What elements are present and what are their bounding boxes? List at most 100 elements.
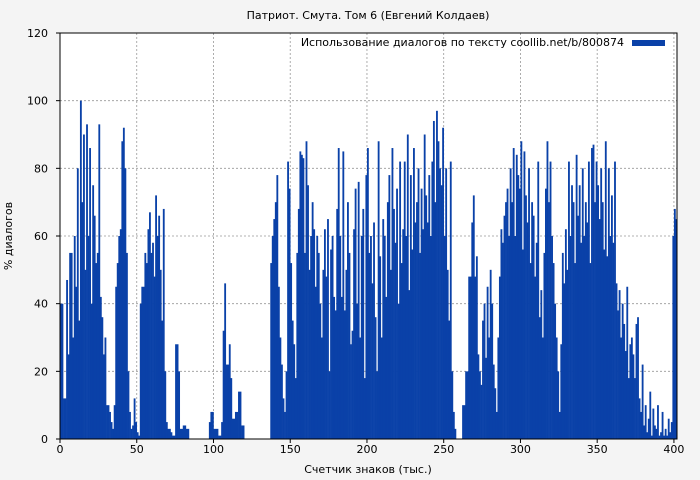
data-bar — [425, 195, 428, 439]
data-bar — [670, 422, 673, 439]
data-bar — [75, 286, 78, 439]
data-bar — [452, 411, 455, 439]
legend-swatch — [632, 40, 665, 46]
data-bar — [347, 202, 349, 439]
data-bar — [162, 208, 165, 439]
data-bar — [546, 141, 549, 439]
data-bar — [389, 269, 392, 439]
data-bar — [627, 378, 630, 439]
data-bar — [290, 263, 293, 439]
data-bar — [448, 320, 451, 439]
data-bar — [348, 252, 351, 439]
data-bar — [402, 229, 405, 439]
data-bar — [512, 148, 515, 440]
data-bar — [626, 286, 629, 439]
data-bar — [525, 195, 527, 439]
data-bar — [612, 242, 615, 439]
data-bar — [442, 127, 445, 439]
data-bar — [445, 168, 448, 440]
data-bar — [531, 202, 534, 439]
data-bar — [366, 148, 369, 440]
data-bar — [615, 283, 618, 439]
x-tick-label: 250 — [433, 443, 454, 456]
data-bar — [416, 202, 418, 439]
data-bar — [377, 141, 380, 439]
data-bar — [649, 391, 652, 439]
data-bar — [561, 252, 564, 439]
data-bar — [109, 411, 111, 439]
data-bar — [420, 188, 423, 439]
data-bar — [351, 330, 354, 439]
data-bar — [314, 286, 317, 439]
data-bar — [90, 303, 93, 439]
data-bar — [675, 219, 678, 439]
data-bar — [563, 283, 566, 439]
data-bar — [482, 320, 484, 439]
data-bar — [620, 337, 623, 439]
data-bar — [124, 168, 127, 440]
data-bar — [641, 364, 644, 439]
data-bar — [76, 168, 79, 440]
data-bar — [598, 219, 601, 439]
data-bar — [509, 168, 512, 440]
data-bar — [67, 354, 70, 439]
x-tick-label: 50 — [130, 443, 144, 456]
data-bar — [328, 371, 331, 439]
data-bar — [428, 175, 431, 439]
data-bar — [423, 134, 426, 439]
data-bar — [313, 229, 316, 439]
data-bar — [179, 428, 184, 439]
data-bar — [543, 252, 546, 439]
chart-title: Патриот. Смута. Том 6 (Евгений Колдаев) — [247, 9, 490, 22]
data-bar — [370, 236, 372, 439]
y-tick-label: 120 — [27, 27, 48, 40]
data-bar — [486, 286, 489, 439]
data-bar — [523, 151, 526, 439]
data-bar — [408, 290, 411, 439]
data-bar — [296, 252, 299, 439]
data-bar — [282, 398, 285, 439]
data-bar — [285, 371, 288, 439]
data-bar — [327, 219, 329, 439]
tick-labels: 0 50 100 150 200 250 300 350 400 0 20 40 60 80 100 120 — [27, 27, 684, 456]
x-tick-label: 300 — [510, 443, 531, 456]
legend-label: Использование диалогов по тексту coollib… — [301, 36, 624, 49]
data-bar — [307, 185, 309, 439]
data-bar — [325, 276, 328, 439]
data-bar — [521, 249, 524, 439]
data-bar — [624, 351, 627, 439]
data-bar — [532, 215, 535, 439]
data-bar — [595, 161, 598, 440]
data-bar — [371, 283, 374, 439]
y-tick-label: 80 — [34, 162, 48, 175]
data-bar — [156, 236, 159, 439]
data-bar — [571, 185, 573, 439]
data-bar — [149, 212, 151, 439]
data-bar — [529, 263, 532, 439]
data-bar — [664, 428, 667, 439]
data-bar — [360, 236, 363, 439]
y-tick-label: 60 — [34, 230, 48, 243]
data-bar — [340, 296, 343, 439]
data-bar — [122, 127, 125, 439]
data-bar — [228, 344, 231, 439]
data-bar — [540, 290, 543, 439]
data-bar — [465, 371, 469, 439]
data-bar — [601, 202, 604, 439]
data-bar — [426, 222, 429, 439]
data-bar — [110, 422, 113, 439]
data-bar — [155, 195, 157, 439]
data-bar — [589, 263, 592, 439]
data-bar — [569, 236, 572, 439]
data-bar — [178, 371, 181, 439]
data-bar — [322, 269, 325, 439]
data-bar — [489, 269, 492, 439]
data-bar — [497, 337, 500, 439]
data-bar — [591, 148, 593, 440]
data-bar — [640, 411, 642, 439]
data-bar — [304, 252, 306, 439]
data-bar — [288, 188, 291, 439]
data-bar — [99, 296, 102, 439]
data-bar — [429, 236, 432, 439]
